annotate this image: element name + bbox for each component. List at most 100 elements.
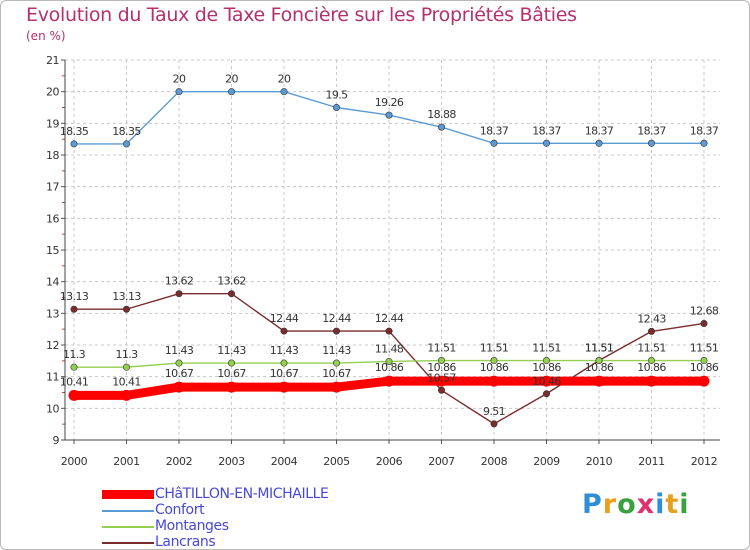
data-label: 10.67 [165,367,194,380]
y-tick-label: 11 [46,371,59,384]
data-point [490,139,498,147]
data-point [175,290,183,298]
logo-letter: i [655,489,666,520]
data-label: 18.37 [637,124,666,137]
data-point [437,386,445,394]
data-label: 9.51 [483,405,505,418]
data-point [123,140,131,148]
logo-letter: t [665,489,680,520]
axes: 9 10 11 12 13 14 15 16 17 18 19 20 21 2000 2001 2002 200… [46,54,720,468]
data-label: 11.43 [270,344,299,357]
legend-label: Lancrans [155,534,216,550]
data-point [593,375,605,387]
data-point [490,420,498,428]
legend-label: Confort [155,502,205,518]
data-point [488,375,500,387]
data-label: 11.51 [427,342,456,355]
x-tick-label: 2012 [691,455,717,468]
data-point [280,359,288,367]
data-point [383,375,395,387]
data-label: 18.37 [532,124,561,137]
x-tick-label: 2007 [428,455,455,468]
data-point [437,123,445,131]
data-label: 10.67 [217,367,246,380]
legend-label: Montanges [155,518,229,534]
data-label: 10.67 [270,367,299,380]
x-tick-label: 2003 [218,455,245,468]
x-tick-label: 2005 [323,455,350,468]
x-tick-label: 2000 [61,455,88,468]
data-label: 11.51 [532,342,561,355]
y-tick-label: 15 [46,244,59,257]
data-label: 11.43 [322,344,351,357]
data-label: 12.44 [322,312,351,325]
data-label: 11.51 [585,342,614,355]
legend-swatch [102,490,154,499]
data-point [175,88,183,96]
data-point [542,390,550,398]
legend-swatch [102,510,154,512]
data-point [385,327,393,335]
data-label: 12.44 [375,312,404,325]
y-tick-label: 19 [46,117,59,130]
x-tick-label: 2008 [481,455,508,468]
data-label: 13.13 [60,290,89,303]
logo-letter: o [617,489,637,520]
series-group [68,88,710,428]
data-point [332,359,340,367]
data-point [595,139,603,147]
data-point [646,375,657,387]
data-point [280,88,288,96]
data-point [228,290,236,298]
data-label: 20 [225,73,238,86]
x-tick-label: 2006 [376,455,403,468]
data-label: 18.37 [585,124,614,137]
data-point [385,111,393,119]
data-label: 10.86 [690,361,719,374]
data-point [70,140,78,148]
y-tick-label: 16 [46,212,59,225]
data-label: 10.86 [637,361,666,374]
data-label: 10.86 [532,361,561,374]
data-point [278,381,290,393]
y-tick-label: 21 [46,54,59,67]
data-point [121,389,132,401]
data-point [647,357,655,365]
y-tick-label: 10 [46,402,59,415]
x-tick-label: 2010 [586,455,613,468]
y-tick-label: 9 [53,434,60,447]
data-point [490,357,498,365]
x-tick-label: 2011 [638,455,664,468]
data-label: 11.51 [690,342,719,355]
data-point [123,305,131,313]
y-axis-unit: (en %) [26,29,66,43]
data-point [385,357,393,365]
legend-swatch [102,526,154,528]
x-tick-label: 2001 [113,455,139,468]
logo-letter: i [679,489,690,520]
data-point [70,363,78,371]
logo-letter: P [582,489,603,520]
data-point [332,327,340,335]
data-point [700,139,708,147]
logo-letter: x [636,489,656,520]
data-point [226,381,237,393]
data-point [123,363,131,371]
data-point [280,327,288,335]
data-label: 20 [278,73,291,86]
data-label: 19.5 [325,89,348,102]
y-tick-label: 18 [46,149,59,162]
x-tick-label: 2002 [166,455,192,468]
data-label: 11.51 [637,342,666,355]
data-label: 20 [173,73,186,86]
data-point [436,375,447,387]
data-label: 11.51 [480,342,509,355]
data-point [228,359,236,367]
data-point [542,357,550,365]
proxiti-logo: Proxiti [582,489,690,520]
data-label: 19.26 [375,96,404,109]
data-label: 18.35 [112,125,141,138]
data-label: 18.88 [427,108,456,121]
data-label: 10.86 [480,361,509,374]
